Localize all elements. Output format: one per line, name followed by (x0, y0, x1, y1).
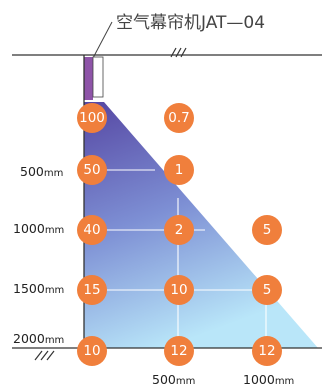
device-bracket (92, 56, 104, 98)
marker-r4-c1: 12 (164, 336, 194, 366)
svg-text:12: 12 (258, 343, 275, 359)
marker-r4-c0: 10 (77, 336, 107, 366)
svg-text:10: 10 (83, 343, 100, 359)
y-label-500: 500mm (20, 164, 63, 179)
marker-r3-c1: 10 (164, 275, 194, 305)
x-label-500: 500mm (152, 372, 195, 387)
y-label-1500: 1500mm (13, 281, 64, 296)
x-label-1000: 1000mm (243, 372, 294, 387)
marker-r1-c0: 50 (77, 155, 107, 185)
air-curtain-device (84, 57, 93, 100)
y-label-1000: 1000mm (13, 221, 64, 236)
airflow-zone (84, 102, 318, 348)
svg-text:5: 5 (263, 222, 272, 238)
marker-r3-c0: 15 (77, 275, 107, 305)
title-leader-line (92, 21, 113, 59)
svg-text:15: 15 (83, 282, 100, 298)
svg-text:100: 100 (79, 110, 105, 126)
svg-text:0.7: 0.7 (168, 110, 189, 126)
marker-r2-c0: 40 (77, 215, 107, 245)
svg-text:1: 1 (175, 162, 184, 178)
svg-text:40: 40 (83, 222, 100, 238)
marker-r4-c2: 12 (252, 336, 282, 366)
y-label-2000: 2000mm (13, 331, 64, 346)
svg-text:10: 10 (170, 282, 187, 298)
svg-text:50: 50 (83, 162, 100, 178)
svg-text:12: 12 (170, 343, 187, 359)
marker-r1-c1: 1 (164, 155, 194, 185)
svg-text:2: 2 (175, 222, 184, 238)
marker-r0-c0: 100 (77, 103, 107, 133)
floor-hatch (34, 350, 55, 361)
marker-r3-c2: 5 (252, 275, 282, 305)
diagram-title: 空气幕帘机JAT—04 (116, 13, 265, 33)
svg-text:5: 5 (263, 282, 272, 298)
marker-r2-c2: 5 (252, 215, 282, 245)
marker-r2-c1: 2 (164, 215, 194, 245)
ceiling-hatch (170, 47, 187, 58)
marker-r0-c1: 0.7 (164, 103, 194, 133)
